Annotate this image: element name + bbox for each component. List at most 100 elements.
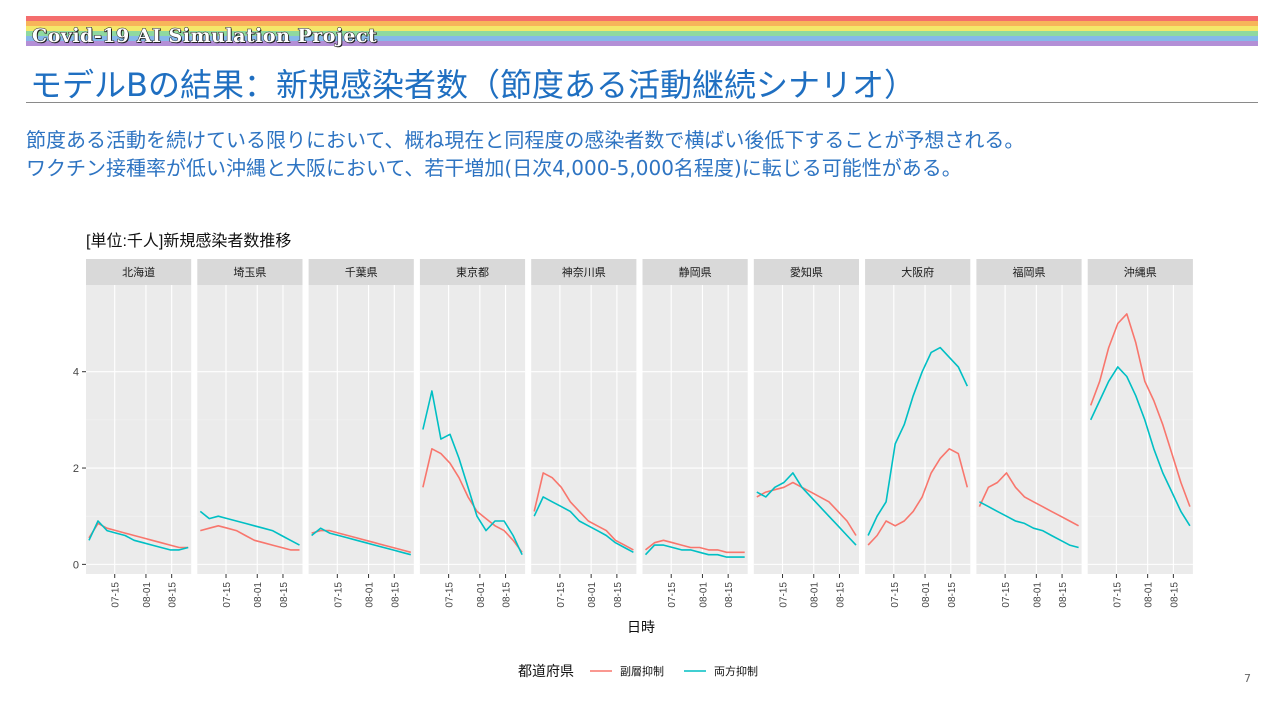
panel-strip-label: 静岡県 [679, 265, 712, 279]
panel-strip [197, 259, 303, 285]
panel-strip [642, 259, 748, 285]
legend-title: 都道府県 [518, 663, 574, 679]
panel-strip-label: 千葉県 [345, 265, 378, 279]
x-tick-label: 08-15 [947, 582, 958, 608]
x-tick-label: 08-01 [253, 582, 264, 608]
panel-9: 福岡県 07-15 08-01 08-15 [976, 259, 1082, 608]
series-line-ryoho [644, 544, 745, 558]
panel-strip [86, 259, 192, 285]
rainbow-stripe [26, 21, 1258, 26]
slide-title: モデルBの結果：新規感染者数（節度ある活動継続シナリオ） [30, 66, 916, 104]
series-line-fukuso [200, 524, 300, 551]
rainbow-stripe [26, 26, 1258, 31]
series-line-fukuso [88, 522, 189, 549]
panel-background [976, 285, 1082, 574]
series-line-fukuso [1089, 313, 1191, 507]
panel-5: 神奈川県 07-15 08-01 08-15 [531, 259, 637, 608]
series-line-ryoho [756, 472, 857, 546]
panel-1: 北海道 07-15 08-01 08-15 [86, 259, 192, 608]
x-tick-label: 07-15 [1112, 582, 1123, 608]
x-tick-label: 08-01 [698, 582, 709, 608]
series-line-ryoho [88, 520, 189, 551]
panel-strip-label: 東京都 [456, 265, 489, 279]
x-tick-label: 08-01 [365, 582, 376, 608]
panel-strip-label: 愛知県 [790, 265, 823, 279]
panel-strip [531, 259, 637, 285]
panel-strip-label: 沖縄県 [1124, 265, 1157, 279]
x-tick-label: 08-01 [810, 582, 821, 608]
panel-strip [976, 259, 1082, 285]
legend-label: 両方抑制 [714, 664, 758, 678]
panel-8: 大阪府 07-15 08-01 08-15 [865, 259, 971, 608]
x-tick-label: 07-15 [445, 582, 456, 608]
x-tick-label: 08-15 [835, 582, 846, 608]
panel-3: 千葉県 07-15 08-01 08-15 [308, 259, 414, 608]
x-tick-label: 08-01 [587, 582, 598, 608]
panel-strip [308, 259, 414, 285]
x-tick-label: 08-01 [476, 582, 487, 608]
x-tick-label: 07-15 [667, 582, 678, 608]
panel-background [642, 285, 748, 574]
panel-background [308, 285, 414, 574]
panel-strip [1087, 259, 1193, 285]
panel-background [1087, 285, 1193, 574]
series-line-ryoho [311, 527, 412, 556]
x-tick-label: 08-15 [279, 582, 290, 608]
panel-strip-label: 大阪府 [901, 265, 934, 279]
series-line-ryoho [199, 510, 300, 546]
chart-title: [単位:千人]新規感染者数推移 [86, 232, 291, 250]
panel-background [197, 285, 303, 574]
panel-strip-label: 神奈川県 [562, 265, 606, 279]
panel-strip-label: 埼玉県 [233, 265, 266, 279]
x-tick-label: 08-15 [1058, 582, 1069, 608]
panel-strip [865, 259, 971, 285]
x-tick-label: 08-15 [390, 582, 401, 608]
x-tick-label: 07-15 [1001, 582, 1012, 608]
summary-line-2: ワクチン接種率が低い沖縄と大阪において、若干増加(日次4,000-5,000名程… [26, 156, 962, 180]
y-tick-label: 4 [73, 367, 79, 379]
x-tick-label: 08-15 [613, 582, 624, 608]
panel-background [86, 285, 192, 574]
x-tick-label: 07-15 [333, 582, 344, 608]
rainbow-header-band [26, 16, 1258, 56]
series-line-fukuso [867, 447, 969, 546]
panel-2: 埼玉県 07-15 08-01 08-15 [197, 259, 303, 608]
series-line-fukuso [645, 539, 745, 554]
rainbow-stripe [26, 31, 1258, 36]
series-line-fukuso [311, 529, 412, 554]
page-number: 7 [1244, 672, 1251, 685]
title-divider [26, 102, 1258, 103]
x-tick-label: 08-01 [1144, 582, 1155, 608]
project-title: Covid-19 AI Simulation Project [31, 25, 378, 48]
panel-background [531, 285, 637, 574]
legend-label: 副層抑制 [620, 664, 664, 678]
y-tick-label: 2 [73, 463, 79, 475]
panel-background [753, 285, 859, 574]
x-tick-label: 08-15 [724, 582, 735, 608]
x-tick-label: 08-15 [502, 582, 513, 608]
panel-strip [753, 259, 859, 285]
series-line-ryoho [979, 501, 1079, 549]
x-tick-label: 07-15 [890, 582, 901, 608]
x-tick-label: 07-15 [779, 582, 790, 608]
x-tick-label: 08-15 [168, 582, 179, 608]
panel-6: 静岡県 07-15 08-01 08-15 [642, 259, 748, 608]
series-line-ryoho [867, 346, 969, 536]
series-line-ryoho [533, 496, 634, 554]
summary-line-1: 節度ある活動を続けている限りにおいて、概ね現在と同程度の感染者数で横ばい後低下す… [26, 128, 1025, 152]
x-tick-label: 08-01 [921, 582, 932, 608]
rainbow-stripe [26, 16, 1258, 21]
series-line-fukuso [533, 472, 634, 551]
panel-strip [419, 259, 526, 285]
x-tick-label: 08-01 [1032, 582, 1043, 608]
panel-7: 愛知県 07-15 08-01 08-15 [753, 259, 859, 608]
series-line-fukuso [978, 472, 1079, 527]
rainbow-stripe [26, 41, 1258, 46]
panel-4: 東京都 07-15 08-01 08-15 [419, 259, 526, 608]
series-line-ryoho [1089, 366, 1191, 527]
y-tick-label: 0 [73, 559, 79, 571]
x-axis-title: 日時 [627, 619, 655, 635]
panel-strip-label: 福岡県 [1013, 265, 1046, 279]
